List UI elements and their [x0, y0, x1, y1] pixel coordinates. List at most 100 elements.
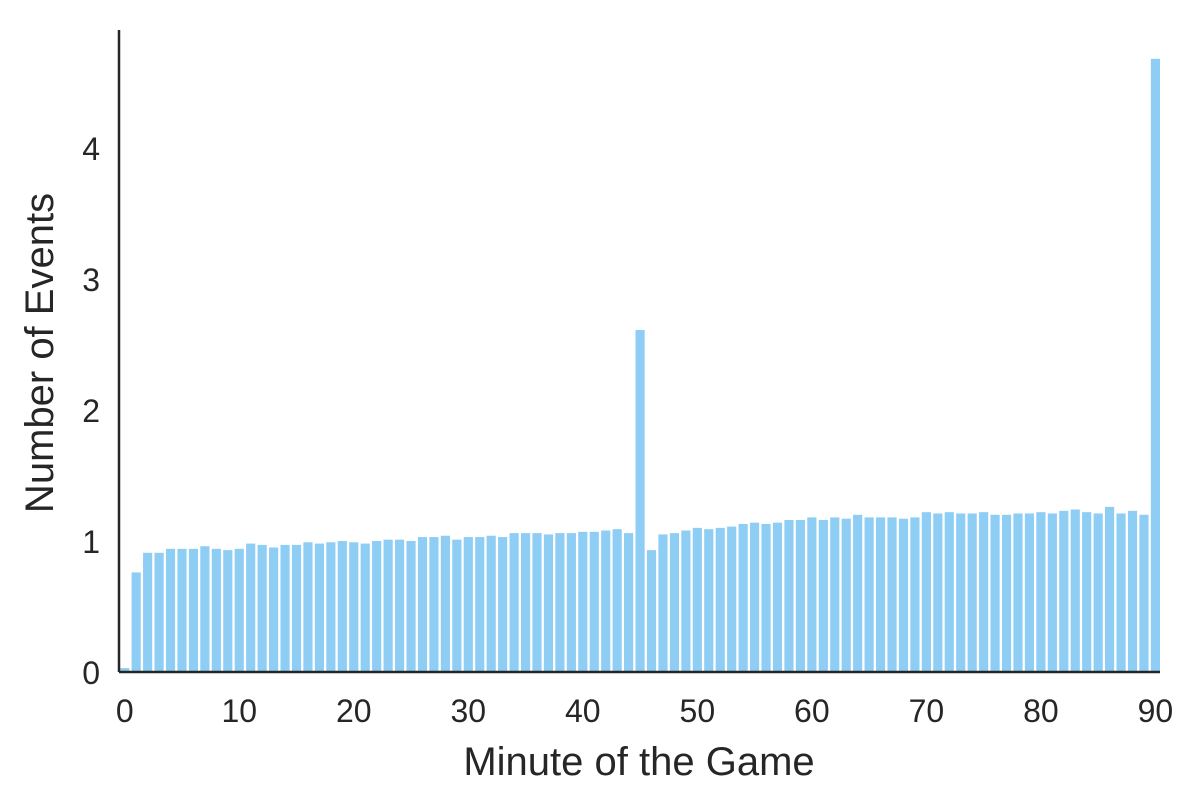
bar-minute-42 — [601, 530, 611, 672]
bar-minute-9 — [223, 550, 233, 672]
bar-minute-0 — [120, 668, 130, 672]
bar-minute-36 — [532, 533, 542, 672]
bar-minute-45 — [635, 330, 645, 672]
bar-minute-13 — [269, 547, 279, 672]
bar-minute-63 — [841, 518, 851, 672]
bar-minute-41 — [589, 531, 599, 672]
bar-minute-71 — [933, 513, 943, 672]
bar-minute-53 — [727, 526, 737, 672]
y-axis-title: Number of Events — [18, 193, 62, 513]
bar-minute-23 — [383, 539, 393, 672]
bar-minute-11 — [246, 543, 256, 672]
bar-minute-76 — [990, 514, 1000, 672]
bar-minute-33 — [498, 537, 508, 672]
bar-minute-62 — [830, 517, 840, 672]
y-tick-labels: 0 1 2 3 4 — [82, 131, 100, 691]
bar-minute-83 — [1070, 509, 1080, 672]
x-tick-label-40: 40 — [565, 693, 601, 729]
bar-minute-34 — [509, 533, 519, 672]
bar-minute-24 — [395, 539, 405, 672]
bar-minute-65 — [864, 517, 874, 672]
bar-minute-88 — [1127, 510, 1138, 672]
bar-minute-81 — [1047, 513, 1057, 672]
bar-minute-3 — [154, 552, 164, 672]
bar-minute-27 — [429, 537, 439, 672]
bar-minute-5 — [177, 548, 187, 672]
bar-minute-32 — [486, 535, 496, 672]
bar-minute-61 — [818, 520, 828, 672]
bar-minute-7 — [200, 546, 210, 672]
bar-minute-54 — [738, 523, 748, 672]
bar-minute-84 — [1082, 512, 1092, 672]
y-tick-label-0: 0 — [82, 655, 100, 691]
bar-minute-47 — [658, 534, 668, 672]
y-tick-label-1: 1 — [82, 524, 100, 560]
bar-minute-14 — [280, 544, 290, 672]
x-tick-label-70: 70 — [909, 693, 945, 729]
bar-minute-80 — [1036, 512, 1046, 672]
x-tick-labels: 0 10 20 30 40 50 60 70 80 90 — [116, 693, 1173, 729]
bar-minute-82 — [1059, 510, 1069, 672]
bar-minute-19 — [337, 540, 347, 672]
bar-minute-12 — [257, 544, 267, 672]
bar-minute-72 — [944, 512, 954, 672]
bar-minute-2 — [143, 552, 153, 672]
bar-minute-70 — [921, 512, 931, 672]
bar-minute-48 — [669, 533, 680, 672]
x-axis-title: Minute of the Game — [463, 740, 814, 784]
bar-minute-20 — [349, 542, 359, 672]
bar-minute-86 — [1105, 506, 1115, 672]
bar-minute-25 — [406, 540, 416, 672]
bar-minute-16 — [303, 542, 313, 672]
bar-minute-77 — [1001, 514, 1012, 672]
bar-minute-39 — [566, 533, 576, 672]
bar-minute-68 — [898, 518, 909, 672]
y-tick-label-3: 3 — [82, 262, 100, 298]
bar-minute-49 — [681, 530, 691, 672]
bar-minute-90 — [1150, 58, 1160, 672]
bar-minute-73 — [956, 513, 966, 672]
bar-minute-66 — [875, 517, 886, 672]
bar-minute-60 — [807, 517, 817, 672]
y-tick-label-2: 2 — [82, 393, 100, 429]
bar-minute-31 — [475, 537, 485, 672]
x-tick-label-30: 30 — [450, 693, 486, 729]
bar-minute-40 — [578, 531, 588, 672]
bar-minute-15 — [291, 544, 302, 672]
bar-minute-10 — [234, 548, 244, 672]
bar-minute-85 — [1093, 513, 1103, 672]
x-tick-label-60: 60 — [794, 693, 830, 729]
bar-minute-1 — [131, 572, 141, 672]
bar-minute-87 — [1116, 513, 1126, 672]
bar-minute-58 — [784, 520, 794, 672]
x-tick-label-10: 10 — [221, 693, 257, 729]
bar-minute-37 — [543, 534, 554, 672]
bar-minute-38 — [555, 533, 565, 672]
bar-minute-50 — [692, 527, 702, 672]
bar-minute-18 — [326, 542, 336, 672]
x-tick-label-20: 20 — [336, 693, 372, 729]
x-tick-label-50: 50 — [680, 693, 716, 729]
y-tick-label-4: 4 — [82, 131, 100, 167]
bar-minute-51 — [704, 529, 714, 672]
bar-minute-22 — [372, 540, 382, 672]
bar-minute-8 — [211, 548, 221, 672]
axes-layer — [117, 30, 1160, 674]
bar-minute-29 — [452, 539, 462, 672]
bar-minute-35 — [520, 533, 531, 672]
bar-minute-74 — [967, 513, 977, 672]
bar-minute-59 — [795, 520, 805, 672]
bars-layer — [120, 58, 1160, 672]
bar-minute-4 — [165, 548, 176, 672]
bar-minute-89 — [1139, 514, 1149, 672]
bar-minute-30 — [463, 537, 473, 672]
bar-minute-28 — [440, 535, 450, 672]
bar-minute-46 — [646, 550, 657, 672]
bar-minute-17 — [314, 543, 324, 672]
bar-minute-44 — [624, 533, 634, 672]
bar-minute-78 — [1013, 513, 1023, 672]
bar-minute-52 — [715, 527, 725, 672]
bar-minute-67 — [887, 517, 897, 672]
